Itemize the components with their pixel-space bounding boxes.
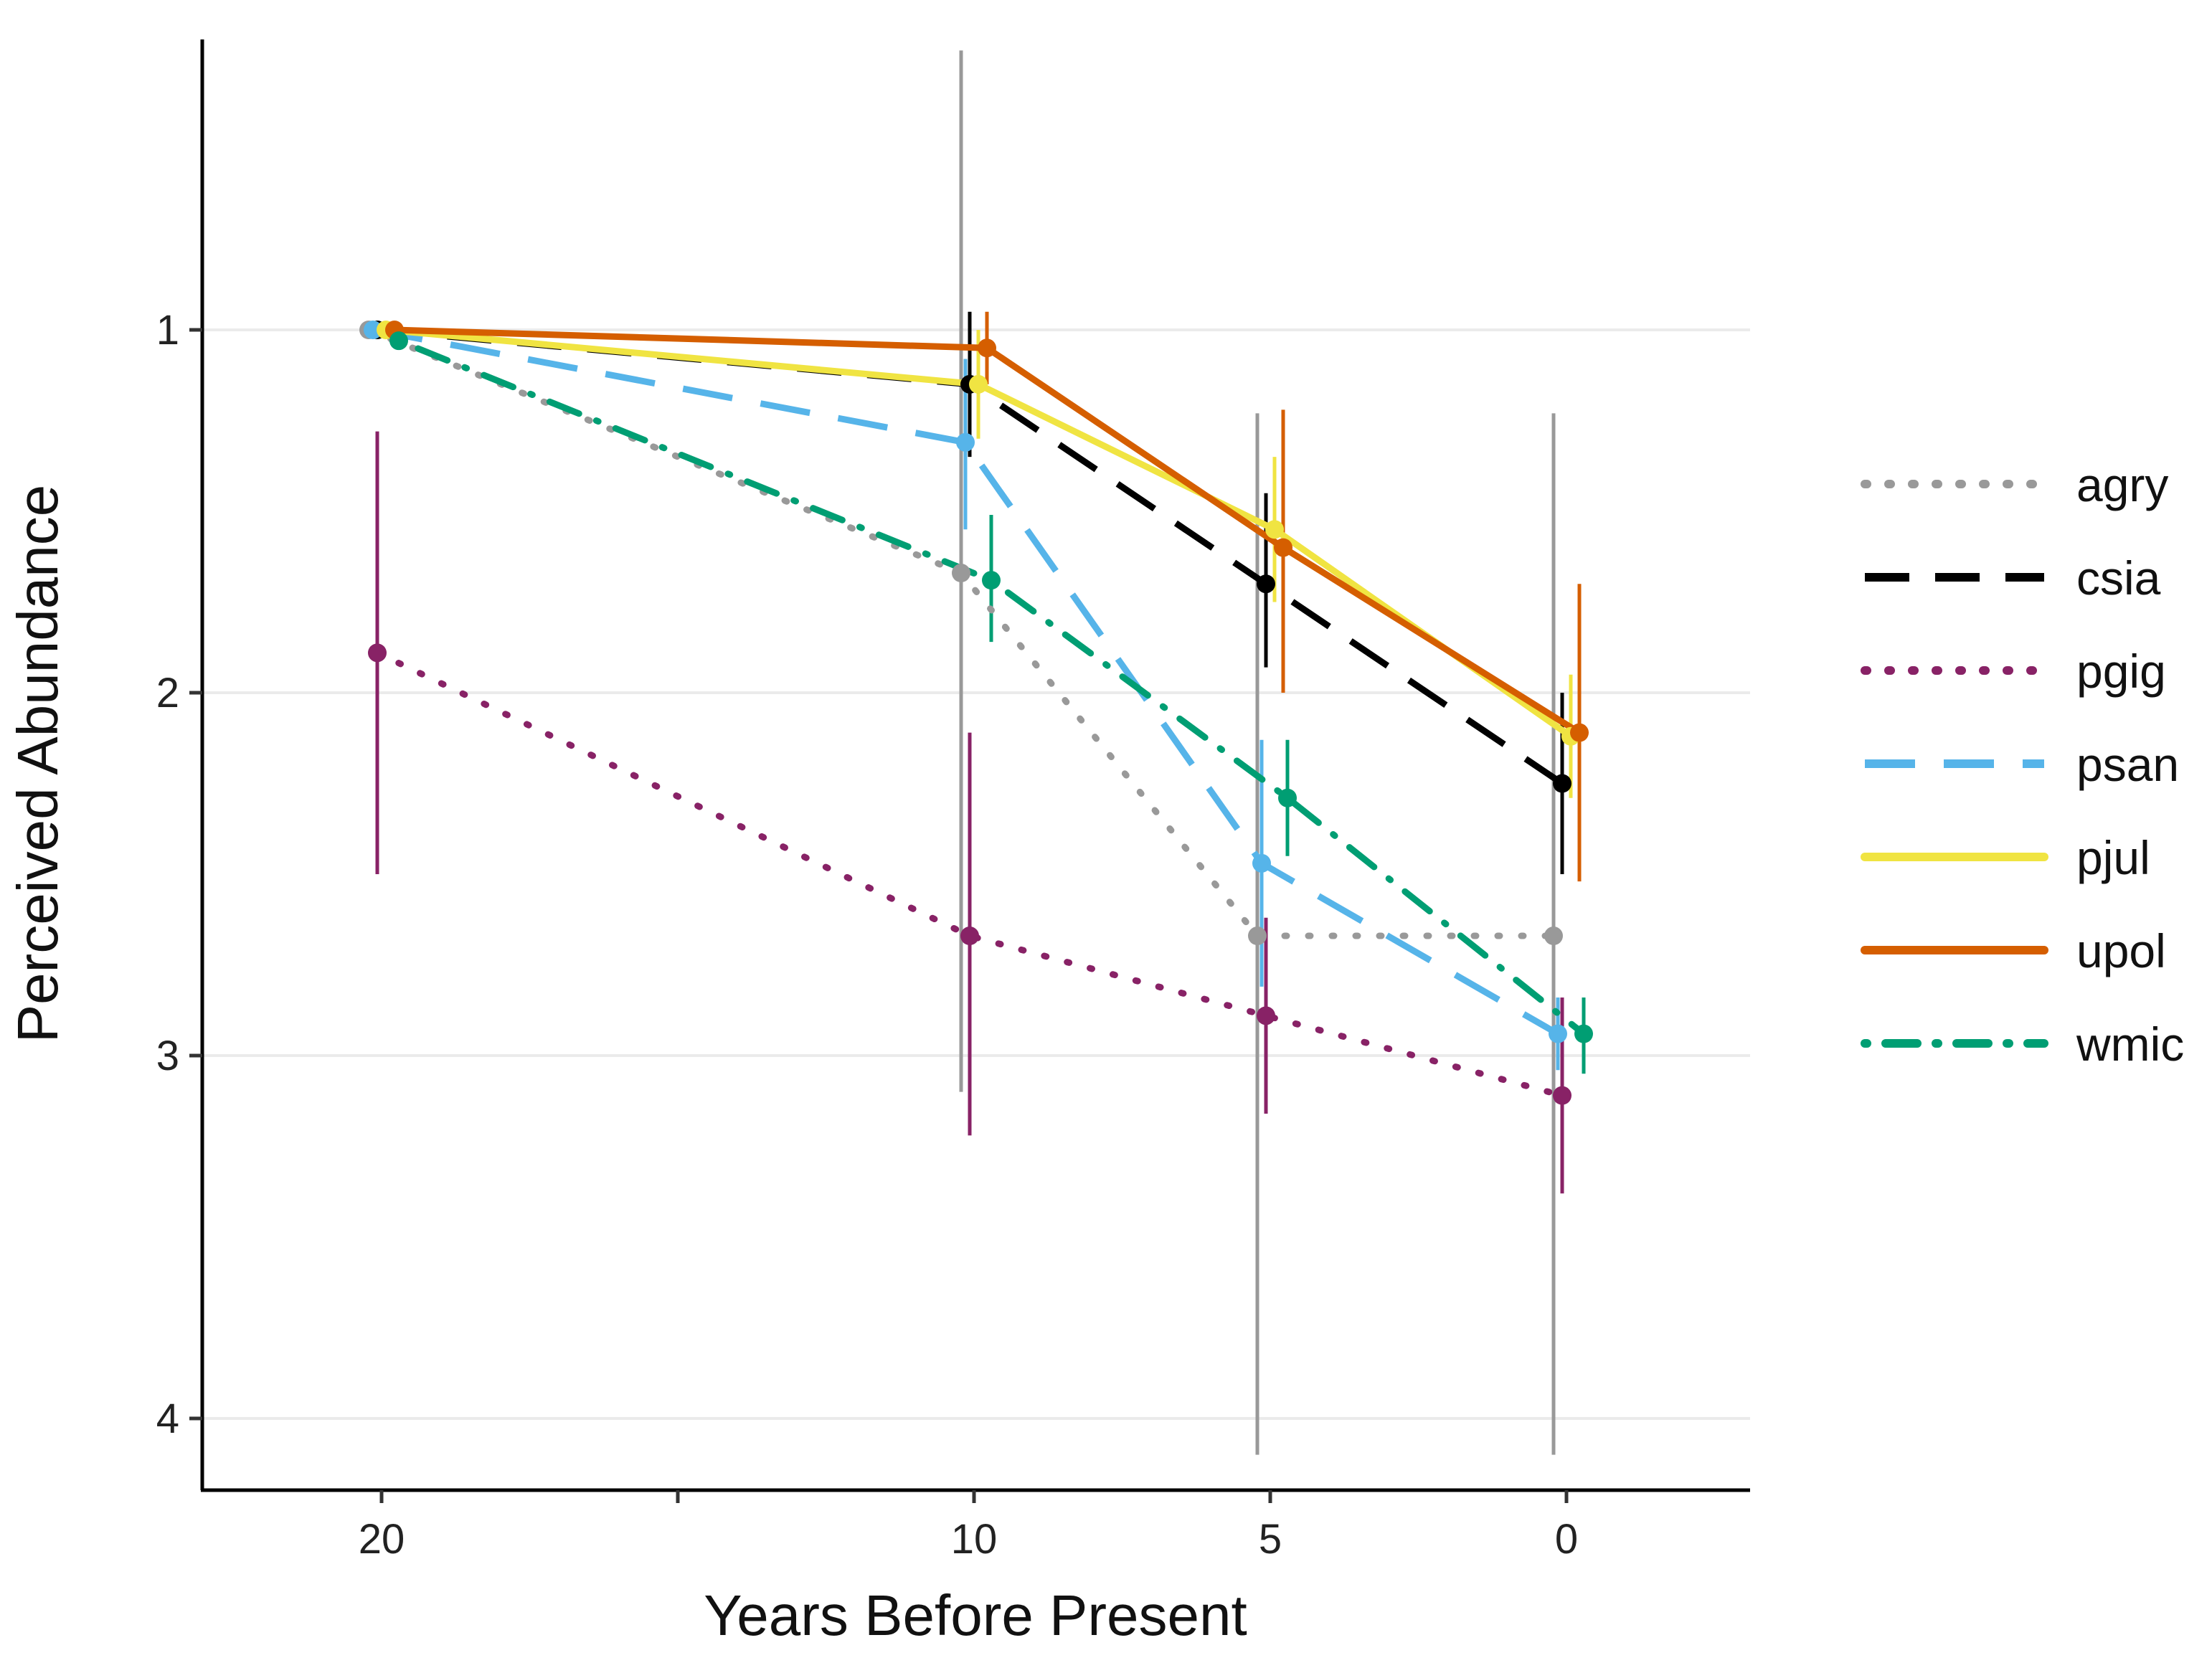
legend-label-upol: upol bbox=[2076, 924, 2166, 977]
point-csia-0 bbox=[1553, 774, 1571, 793]
point-pgig-20 bbox=[368, 643, 387, 663]
point-agry-5 bbox=[1248, 927, 1267, 946]
point-agry-10 bbox=[952, 564, 970, 583]
point-wmic-20 bbox=[389, 331, 408, 351]
y-tick-label-3: 3 bbox=[156, 1033, 179, 1079]
point-pjul-5 bbox=[1265, 520, 1284, 539]
point-psan-0 bbox=[1549, 1024, 1567, 1043]
x-tick-label-10: 10 bbox=[951, 1516, 998, 1563]
point-pgig-5 bbox=[1257, 1006, 1275, 1025]
point-pgig-10 bbox=[960, 927, 979, 946]
y-axis-title: Perceived Abundance bbox=[6, 485, 70, 1043]
series-line-psan bbox=[372, 326, 1560, 1037]
legend: agry csia pgig psan pjul upol wmic bbox=[1861, 458, 2184, 1071]
y-tick-label-4: 4 bbox=[156, 1395, 179, 1442]
point-wmic-10 bbox=[982, 571, 1001, 590]
legend-label-agry: agry bbox=[2076, 458, 2168, 511]
series-line-upol bbox=[391, 326, 1583, 736]
point-upol-10 bbox=[978, 338, 996, 358]
legend-label-pjul: pjul bbox=[2076, 831, 2150, 884]
y-tick-label-1: 1 bbox=[156, 307, 179, 354]
series-lines bbox=[365, 326, 1587, 1099]
x-tick-labels: 20 10 5 0 bbox=[359, 1516, 1578, 1563]
x-tick-label-20: 20 bbox=[359, 1516, 405, 1563]
point-csia-5 bbox=[1257, 574, 1275, 594]
y-tick-label-2: 2 bbox=[156, 670, 179, 716]
point-wmic-5 bbox=[1278, 788, 1297, 807]
legend-label-pgig: pgig bbox=[2076, 645, 2166, 698]
series-line-pgig bbox=[374, 649, 1566, 1099]
point-psan-5 bbox=[1252, 853, 1271, 873]
x-tick-label-0: 0 bbox=[1555, 1516, 1578, 1563]
y-tick-labels: 1 2 3 4 bbox=[156, 307, 179, 1442]
data-points bbox=[359, 321, 1593, 1105]
point-pjul-10 bbox=[969, 374, 988, 394]
x-axis-title: Years Before Present bbox=[704, 1583, 1247, 1647]
legend-label-csia: csia bbox=[2076, 551, 2161, 605]
x-tick-label-5: 5 bbox=[1259, 1516, 1282, 1563]
point-agry-0 bbox=[1544, 927, 1563, 946]
point-upol-0 bbox=[1570, 723, 1589, 742]
point-upol-5 bbox=[1274, 538, 1292, 557]
point-psan-20 bbox=[364, 321, 382, 339]
point-pgig-0 bbox=[1553, 1086, 1571, 1105]
series-line-wmic bbox=[395, 337, 1587, 1038]
legend-label-psan: psan bbox=[2076, 738, 2179, 791]
point-wmic-0 bbox=[1574, 1024, 1593, 1043]
point-psan-10 bbox=[956, 432, 975, 452]
legend-label-wmic: wmic bbox=[2076, 1018, 2184, 1071]
series-line-agry bbox=[365, 326, 1557, 939]
axes bbox=[189, 39, 1750, 1503]
